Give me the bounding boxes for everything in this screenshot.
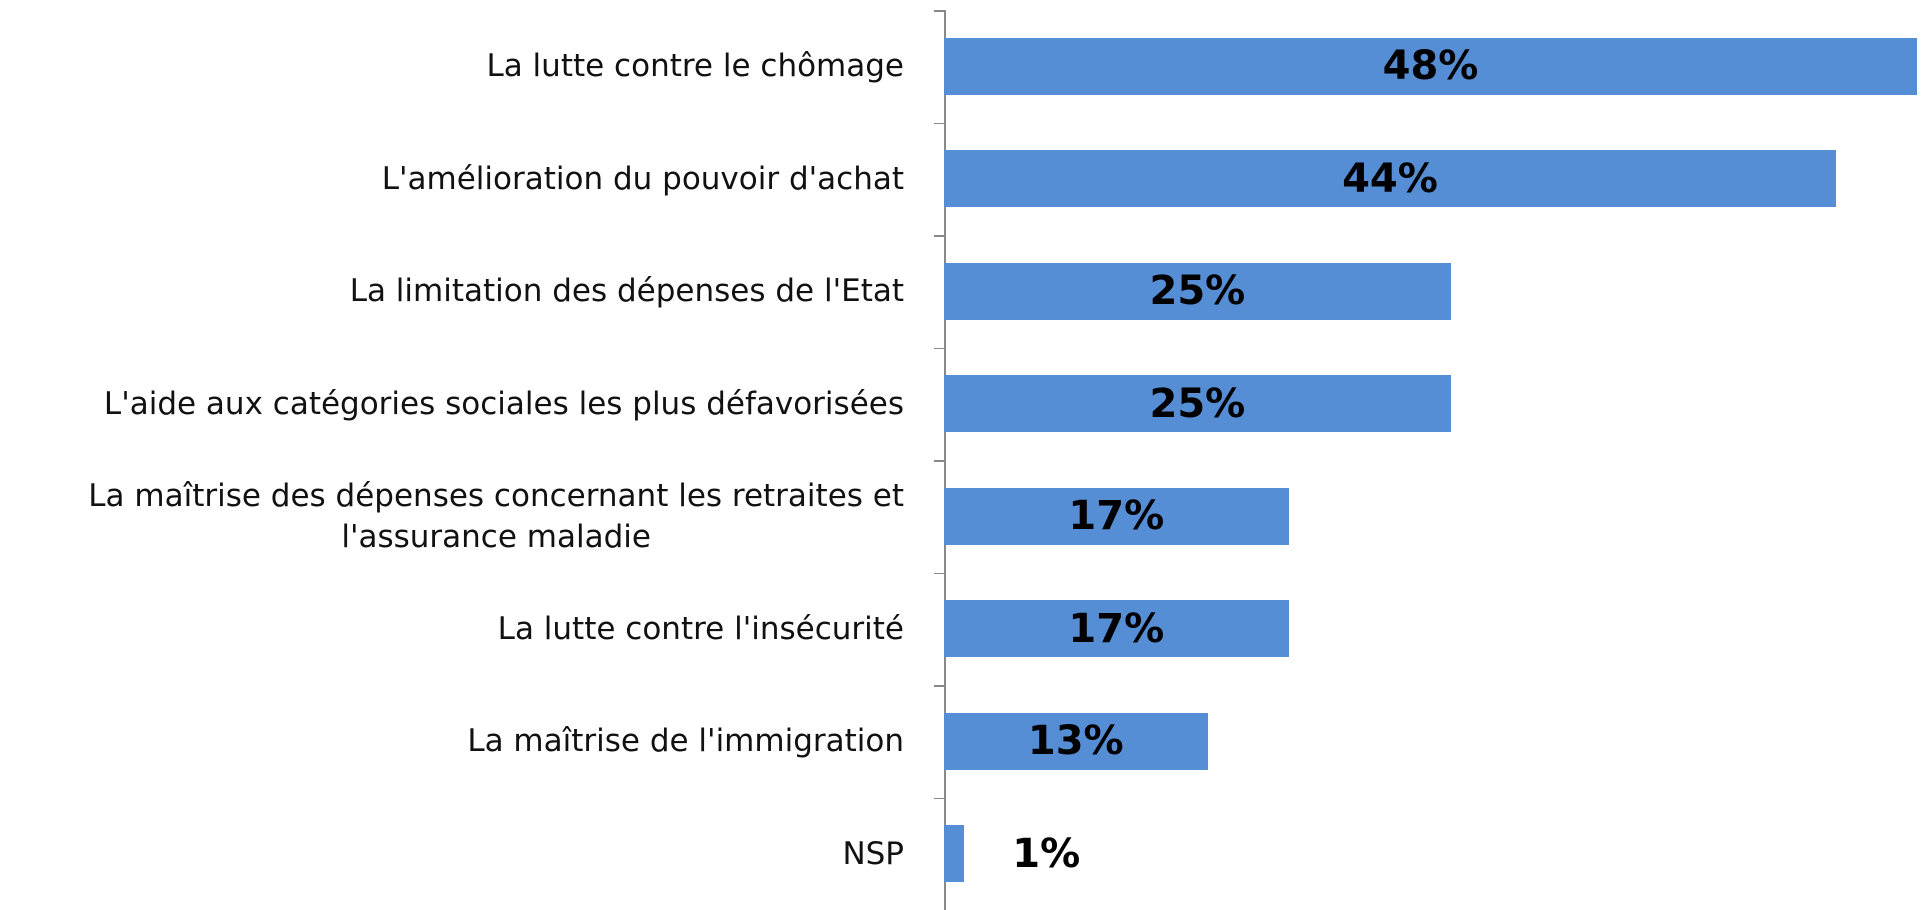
category-text: La lutte contre le chômage xyxy=(486,48,904,85)
category-label: L'amélioration du pouvoir d'achat xyxy=(382,123,904,236)
value-label: 13% xyxy=(1027,718,1124,765)
category-text: L'amélioration du pouvoir d'achat xyxy=(381,160,904,197)
value-label: 17% xyxy=(1068,605,1165,652)
axis-tick xyxy=(934,572,944,574)
bar xyxy=(944,825,965,883)
category-text: La maîtrise des dépenses concernant les … xyxy=(88,478,904,555)
bar xyxy=(944,262,1451,320)
category-label: La lutte contre l'insécurité xyxy=(498,573,904,686)
value-label: 25% xyxy=(1149,268,1246,315)
bar xyxy=(944,487,1289,545)
axis-tick xyxy=(934,10,944,12)
value-label: 25% xyxy=(1149,380,1246,427)
category-label: L'aide aux catégories sociales les plus … xyxy=(104,348,904,461)
value-label: 48% xyxy=(1382,43,1479,90)
axis-tick xyxy=(934,460,944,462)
y-axis xyxy=(944,10,946,910)
category-label: NSP xyxy=(842,798,904,910)
bar xyxy=(944,150,1836,208)
bar xyxy=(944,375,1451,433)
category-text: NSP xyxy=(842,835,904,872)
axis-tick xyxy=(934,797,944,799)
bar xyxy=(944,600,1289,658)
axis-tick xyxy=(934,235,944,237)
axis-tick xyxy=(934,347,944,349)
category-label: La lutte contre le chômage xyxy=(486,10,904,123)
category-text: La limitation des dépenses de l'Etat xyxy=(349,273,904,310)
bar xyxy=(944,37,1917,95)
category-label: La limitation des dépenses de l'Etat xyxy=(350,235,904,348)
value-label: 1% xyxy=(1012,830,1081,877)
category-text: L'aide aux catégories sociales les plus … xyxy=(103,385,904,422)
category-text: La lutte contre l'insécurité xyxy=(497,610,904,647)
category-label: La maîtrise de l'immigration xyxy=(467,685,904,798)
value-label: 44% xyxy=(1342,155,1438,202)
category-text: La maîtrise de l'immigration xyxy=(467,723,904,760)
category-label: La maîtrise des dépenses concernant les … xyxy=(88,460,904,573)
bar xyxy=(944,712,1208,770)
axis-tick xyxy=(934,685,944,687)
value-label: 17% xyxy=(1068,493,1165,540)
axis-tick xyxy=(934,122,944,124)
